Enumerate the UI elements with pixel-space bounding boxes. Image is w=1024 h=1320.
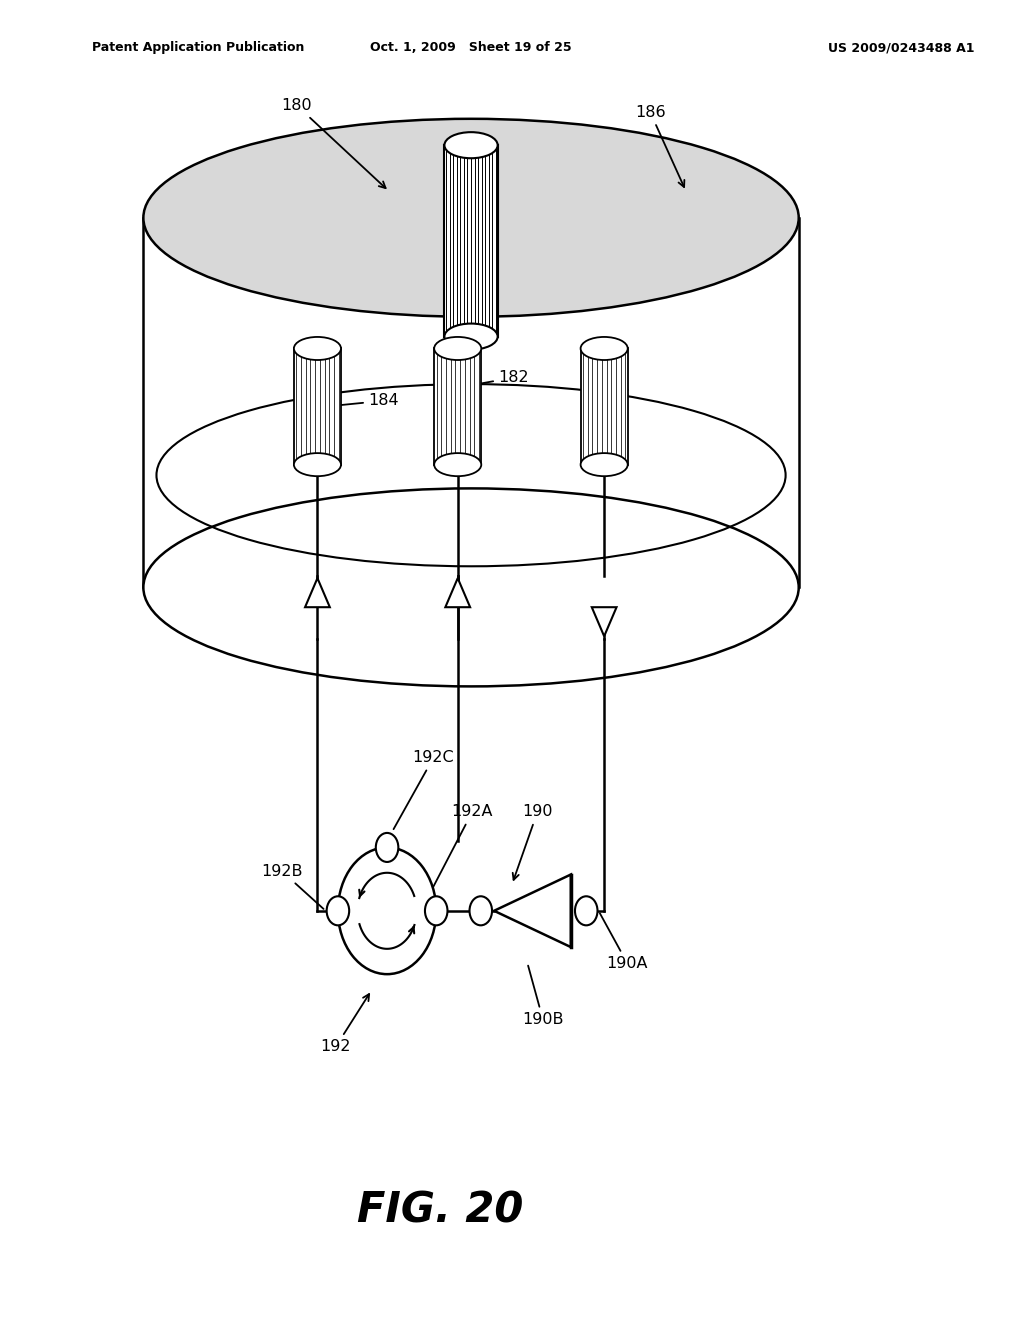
Text: 180: 180 [282,98,386,189]
Circle shape [469,896,493,925]
Ellipse shape [143,488,799,686]
Text: 190A: 190A [600,913,648,972]
Bar [444,145,498,337]
Circle shape [338,847,436,974]
Ellipse shape [294,337,341,360]
Circle shape [575,896,598,925]
Circle shape [425,896,447,925]
Text: Oct. 1, 2009   Sheet 19 of 25: Oct. 1, 2009 Sheet 19 of 25 [371,41,571,54]
Text: FIG. 20: FIG. 20 [357,1189,523,1232]
Ellipse shape [294,453,341,477]
Ellipse shape [581,337,628,360]
Circle shape [376,833,398,862]
Text: 190: 190 [513,804,553,880]
Text: 192: 192 [321,994,369,1055]
Text: 192A: 192A [432,804,494,888]
Text: Patent Application Publication: Patent Application Publication [92,41,304,54]
Bar [434,348,481,465]
Ellipse shape [434,337,481,360]
Polygon shape [445,578,470,607]
Ellipse shape [444,132,498,158]
Text: 192C: 192C [393,750,455,829]
Ellipse shape [581,453,628,477]
Text: 192B: 192B [261,863,324,909]
Text: 184: 184 [331,393,399,409]
Ellipse shape [143,119,799,317]
Polygon shape [305,578,330,607]
Ellipse shape [434,453,481,477]
Polygon shape [495,874,571,948]
Text: 190B: 190B [522,966,564,1027]
Text: 182: 182 [455,370,529,391]
Text: 188: 188 [596,388,630,403]
Circle shape [327,896,349,925]
Bar [581,348,628,465]
Text: US 2009/0243488 A1: US 2009/0243488 A1 [827,41,975,54]
Ellipse shape [444,323,498,350]
Bar [294,348,341,465]
Polygon shape [592,607,616,636]
Text: 186: 186 [635,104,684,187]
